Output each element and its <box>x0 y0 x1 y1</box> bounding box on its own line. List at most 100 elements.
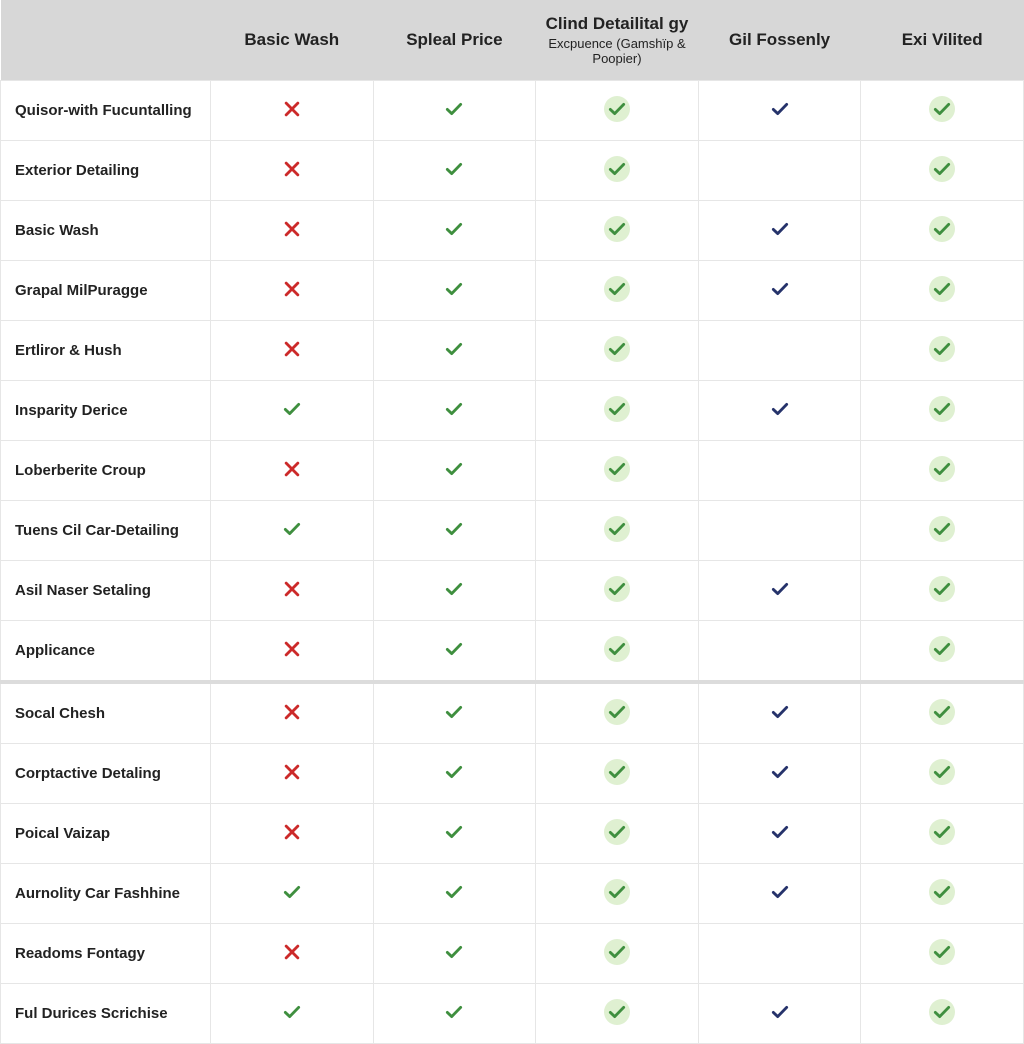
feature-label: Basic Wash <box>1 201 211 261</box>
feature-cell <box>698 864 861 924</box>
table-row: Ful Durices Scrichise <box>1 984 1024 1044</box>
check-icon <box>930 277 954 301</box>
check-icon <box>605 880 629 904</box>
feature-cell <box>698 321 861 381</box>
cross-icon <box>280 457 304 481</box>
check-icon <box>930 940 954 964</box>
check-icon <box>605 577 629 601</box>
check-icon <box>930 517 954 541</box>
check-icon <box>442 880 466 904</box>
feature-cell <box>211 984 374 1044</box>
feature-cell <box>698 744 861 804</box>
feature-cell <box>861 501 1024 561</box>
feature-cell <box>861 441 1024 501</box>
feature-cell <box>373 261 536 321</box>
cross-icon <box>280 337 304 361</box>
feature-label: Ful Durices Scrichise <box>1 984 211 1044</box>
column-header-label: Gil Fossenly <box>729 30 830 49</box>
column-header-feature <box>1 0 211 81</box>
feature-label: Loberberite Croup <box>1 441 211 501</box>
check-icon <box>605 277 629 301</box>
cross-icon <box>280 700 304 724</box>
feature-label: Poical Vaizap <box>1 804 211 864</box>
feature-cell <box>536 141 699 201</box>
check-icon <box>605 157 629 181</box>
cross-icon <box>280 637 304 661</box>
check-icon <box>442 337 466 361</box>
table-row: Applicance <box>1 621 1024 683</box>
column-header-label: Spleal Price <box>406 30 502 49</box>
feature-cell <box>698 561 861 621</box>
table-row: Poical Vaizap <box>1 804 1024 864</box>
check-icon <box>768 217 792 241</box>
feature-cell <box>861 81 1024 141</box>
column-header-label: Clind Detailital gy <box>546 14 689 33</box>
check-icon <box>930 97 954 121</box>
check-icon <box>442 397 466 421</box>
check-icon <box>605 217 629 241</box>
feature-cell <box>373 804 536 864</box>
check-icon <box>930 760 954 784</box>
feature-cell <box>861 864 1024 924</box>
cross-icon <box>280 577 304 601</box>
feature-label: Aurnolity Car Fashhine <box>1 864 211 924</box>
comparison-table: Basic Wash Spleal Price Clind Detailital… <box>0 0 1024 1044</box>
feature-cell <box>211 81 374 141</box>
check-icon <box>768 397 792 421</box>
check-icon <box>442 940 466 964</box>
feature-cell <box>211 561 374 621</box>
check-icon <box>930 397 954 421</box>
feature-cell <box>373 621 536 683</box>
table-header-row: Basic Wash Spleal Price Clind Detailital… <box>1 0 1024 81</box>
feature-cell <box>698 141 861 201</box>
table-row: Socal Chesh <box>1 682 1024 744</box>
check-icon <box>605 700 629 724</box>
table-body: Quisor-with FucuntallingExterior Detaili… <box>1 81 1024 1044</box>
feature-cell <box>211 321 374 381</box>
check-icon <box>605 940 629 964</box>
feature-cell <box>211 381 374 441</box>
feature-cell <box>536 984 699 1044</box>
feature-cell <box>698 682 861 744</box>
check-icon <box>930 1000 954 1024</box>
feature-cell <box>373 501 536 561</box>
cross-icon <box>280 97 304 121</box>
table-row: Readoms Fontagy <box>1 924 1024 984</box>
feature-label: Tuens Cil Car-Detailing <box>1 501 211 561</box>
check-icon <box>930 820 954 844</box>
feature-cell <box>373 141 536 201</box>
feature-cell <box>373 81 536 141</box>
column-header-c4: Gil Fossenly <box>698 0 861 81</box>
check-icon <box>442 637 466 661</box>
table-row: Quisor-with Fucuntalling <box>1 81 1024 141</box>
check-icon <box>442 277 466 301</box>
feature-cell <box>861 201 1024 261</box>
column-header-c2: Spleal Price <box>373 0 536 81</box>
check-icon <box>605 457 629 481</box>
feature-label: Readoms Fontagy <box>1 924 211 984</box>
check-icon <box>280 397 304 421</box>
feature-cell <box>861 321 1024 381</box>
table-row: Exterior Detailing <box>1 141 1024 201</box>
check-icon <box>605 397 629 421</box>
check-icon <box>768 760 792 784</box>
feature-cell <box>861 261 1024 321</box>
feature-cell <box>861 682 1024 744</box>
feature-cell <box>211 804 374 864</box>
feature-cell <box>373 682 536 744</box>
check-icon <box>768 700 792 724</box>
cross-icon <box>280 820 304 844</box>
check-icon <box>280 880 304 904</box>
feature-cell <box>536 441 699 501</box>
feature-cell <box>698 81 861 141</box>
check-icon <box>605 1000 629 1024</box>
feature-cell <box>211 201 374 261</box>
check-icon <box>280 1000 304 1024</box>
table-row: Insparity Derice <box>1 381 1024 441</box>
check-icon <box>605 820 629 844</box>
feature-cell <box>861 381 1024 441</box>
feature-cell <box>211 924 374 984</box>
check-icon <box>442 577 466 601</box>
feature-cell <box>861 621 1024 683</box>
column-header-sublabel: Excpuence (Gamshïp & Poopier) <box>542 36 693 66</box>
